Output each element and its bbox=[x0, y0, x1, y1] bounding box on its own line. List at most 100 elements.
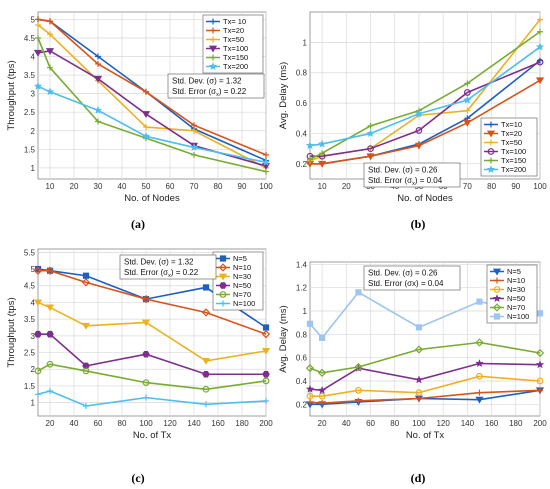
data-point bbox=[201, 357, 211, 365]
data-point bbox=[47, 387, 53, 394]
y-tick-label: 4 bbox=[31, 53, 36, 62]
data-point bbox=[414, 375, 424, 384]
y-tick-label: 5 bbox=[31, 265, 36, 274]
legend-entry: N=100 bbox=[507, 312, 529, 321]
x-tick-label: 90 bbox=[511, 182, 520, 191]
x-axis-label: No. of Nodes bbox=[124, 193, 180, 204]
x-tick-label: 60 bbox=[166, 182, 175, 191]
legend-entry: Tx=50 bbox=[223, 35, 244, 44]
series-tx=150 bbox=[307, 28, 543, 163]
series-line bbox=[37, 24, 267, 169]
series-line bbox=[310, 375, 541, 397]
data-point bbox=[33, 266, 43, 275]
x-tick-label: 10 bbox=[46, 182, 55, 191]
data-point bbox=[141, 294, 151, 304]
series-tx=100 bbox=[306, 58, 544, 160]
x-tick-label: 60 bbox=[366, 419, 375, 428]
x-tick-label: 40 bbox=[70, 419, 79, 428]
legend-entry: N=50 bbox=[507, 294, 525, 303]
legend-marker bbox=[486, 164, 496, 174]
data-point bbox=[355, 289, 362, 296]
data-point bbox=[143, 124, 149, 131]
data-point bbox=[33, 299, 43, 307]
y-axis-label: Avg. Delay (ms) bbox=[278, 62, 289, 129]
data-point bbox=[305, 141, 315, 150]
y-tick-label: 0.6 bbox=[296, 99, 308, 108]
data-point bbox=[366, 128, 375, 138]
data-point bbox=[141, 131, 151, 140]
y-axis-label: Avg. Delay (ms) bbox=[278, 305, 289, 372]
data-point bbox=[35, 16, 41, 23]
std-error-subscript: x bbox=[168, 273, 171, 279]
y-tick-label: 4.5 bbox=[24, 282, 36, 291]
data-point bbox=[367, 145, 374, 153]
std-error-prefix: Std. Error (σ bbox=[124, 268, 168, 277]
x-tick-label: 140 bbox=[187, 419, 201, 428]
data-point bbox=[475, 358, 484, 368]
legend-entry: N=50 bbox=[233, 281, 251, 290]
data-point bbox=[536, 377, 544, 385]
data-point bbox=[261, 157, 271, 166]
data-point bbox=[366, 153, 375, 161]
series-line bbox=[37, 363, 267, 391]
data-point bbox=[367, 122, 374, 129]
y-tick-label: 0.4 bbox=[296, 377, 308, 386]
y-tick-label: 1.2 bbox=[296, 284, 308, 293]
y-tick-label: 0.6 bbox=[296, 354, 308, 363]
x-tick-label: 80 bbox=[390, 419, 399, 428]
data-point bbox=[317, 385, 327, 394]
data-point bbox=[535, 348, 545, 358]
legend-marker bbox=[218, 263, 228, 272]
series-n=30 bbox=[33, 299, 271, 365]
data-point bbox=[203, 401, 209, 408]
legend-marker bbox=[210, 54, 216, 61]
series-line bbox=[37, 37, 267, 173]
data-point bbox=[83, 402, 89, 409]
std-error-value: ) = 0.22 bbox=[219, 87, 247, 96]
y-tick-label: 4 bbox=[31, 298, 36, 307]
data-point bbox=[95, 53, 101, 60]
y-tick-label: 3 bbox=[31, 332, 36, 341]
data-point bbox=[317, 368, 327, 377]
data-point bbox=[202, 284, 210, 291]
series-tx=200 bbox=[305, 42, 545, 150]
data-point bbox=[143, 394, 149, 401]
data-point bbox=[355, 386, 362, 394]
y-axis-label: Throughput (tps) bbox=[6, 60, 17, 130]
data-point bbox=[415, 324, 423, 331]
legend-marker bbox=[488, 121, 494, 128]
data-point bbox=[34, 265, 42, 273]
legend-marker bbox=[208, 61, 218, 71]
series-line bbox=[38, 269, 267, 335]
data-point bbox=[81, 322, 91, 330]
y-tick-label: 5 bbox=[31, 15, 36, 24]
legend-entry: N=100 bbox=[233, 299, 255, 308]
legend-entry: N=5 bbox=[233, 254, 247, 263]
data-point bbox=[47, 18, 53, 25]
data-point bbox=[46, 330, 54, 338]
x-tick-label: 20 bbox=[318, 419, 327, 428]
data-point bbox=[476, 372, 483, 380]
data-point bbox=[355, 397, 362, 404]
data-point bbox=[475, 338, 484, 347]
data-point bbox=[201, 308, 211, 317]
legend-marker bbox=[218, 273, 228, 281]
legend-entry: Tx=150 bbox=[223, 53, 248, 62]
x-tick-label: 100 bbox=[139, 419, 153, 428]
data-point bbox=[415, 127, 423, 134]
data-point bbox=[464, 107, 471, 114]
data-point bbox=[415, 389, 423, 397]
series-n=70 bbox=[305, 338, 545, 377]
data-point bbox=[202, 385, 210, 393]
data-point bbox=[463, 95, 472, 104]
y-tick-label: 1.5 bbox=[24, 145, 36, 154]
stats-frame bbox=[363, 265, 461, 291]
data-point bbox=[535, 360, 545, 369]
data-point bbox=[46, 360, 54, 368]
legend: N=5N=10N=30N=50N=70N=100 bbox=[486, 264, 538, 324]
series-line bbox=[310, 61, 541, 158]
data-point bbox=[415, 395, 422, 402]
data-point bbox=[45, 304, 55, 312]
